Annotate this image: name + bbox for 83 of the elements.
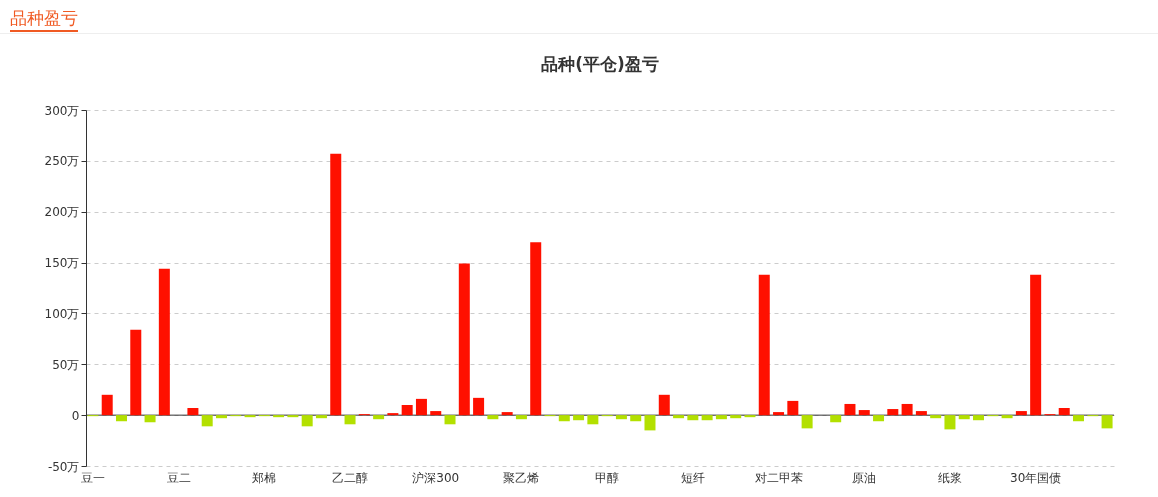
bar [144, 415, 156, 423]
bar [873, 415, 885, 422]
bar [101, 394, 113, 416]
x-tick-label: 乙二醇 [332, 470, 369, 485]
bar [130, 329, 142, 416]
x-tick-label: 原油 [852, 470, 877, 485]
x-tick-label: 郑棉 [252, 470, 277, 485]
bar [758, 274, 770, 416]
y-tick-label: 150万 [44, 256, 80, 271]
bar [915, 411, 927, 416]
bar [458, 263, 470, 416]
bar [244, 415, 256, 418]
bar [730, 415, 742, 419]
x-tick-label: 豆一 [80, 470, 105, 485]
bar [858, 410, 870, 416]
y-tick-label: 300万 [44, 103, 80, 118]
bar [158, 268, 170, 416]
bar [201, 415, 213, 427]
bar [558, 415, 570, 422]
bar [415, 398, 427, 416]
bar [615, 415, 627, 420]
bar [901, 403, 913, 416]
bar [587, 415, 599, 425]
bar [373, 415, 385, 420]
x-tick-label: 豆二 [166, 470, 191, 485]
x-tick-label: 聚乙烯 [503, 470, 540, 485]
bar [844, 403, 856, 416]
bar [973, 415, 985, 421]
text: 品种盈亏 [10, 6, 78, 32]
bar [473, 397, 485, 416]
bar [273, 415, 285, 418]
x-tick-label: 甲醇 [595, 470, 620, 485]
bar [644, 415, 656, 431]
bar [530, 242, 542, 416]
bar [787, 400, 799, 416]
bar [958, 415, 970, 420]
x-tick-label: 短纤 [680, 470, 705, 485]
y-tick-label: 250万 [44, 154, 80, 169]
bar [287, 415, 299, 418]
bar [944, 415, 956, 430]
bar [501, 412, 513, 416]
bar [315, 415, 327, 419]
bar [116, 415, 127, 422]
bar [887, 409, 899, 416]
bar [515, 415, 527, 420]
bar [1001, 415, 1013, 419]
bar [930, 415, 942, 419]
bar [701, 415, 713, 421]
bar [401, 404, 413, 416]
y-tick-label: 50万 [52, 357, 80, 372]
x-tick-label: 纸浆 [937, 470, 962, 485]
y-tick-label: -50万 [47, 459, 80, 474]
bar [1058, 408, 1070, 416]
bar [215, 415, 227, 419]
y-tick-label: 200万 [44, 205, 80, 220]
bar [487, 415, 499, 420]
bar [773, 412, 785, 416]
y-tick-label: 100万 [44, 306, 80, 321]
bar [1015, 411, 1027, 416]
bar [301, 415, 313, 427]
bar [801, 415, 813, 429]
bar [1101, 415, 1113, 429]
bar [330, 153, 342, 416]
bar [630, 415, 642, 422]
x-tick-label: 30年国债 [1010, 470, 1062, 485]
bar [444, 415, 456, 425]
bar [344, 415, 356, 425]
bar [1073, 415, 1084, 422]
chart-title: 品种(平仓)盈亏 [541, 54, 659, 74]
bar [187, 408, 199, 416]
bar [687, 415, 699, 421]
bar [744, 415, 756, 418]
bar [658, 394, 670, 416]
bar [430, 411, 442, 416]
x-tick-label: 沪深300 [412, 470, 460, 485]
y-tick-label: 0 [71, 408, 80, 423]
x-tick-label: 对二甲苯 [754, 470, 803, 485]
bar [715, 415, 727, 420]
bar [673, 415, 685, 419]
bar [1030, 274, 1042, 416]
bar [387, 413, 399, 416]
bar [830, 415, 842, 423]
bar [573, 415, 585, 421]
